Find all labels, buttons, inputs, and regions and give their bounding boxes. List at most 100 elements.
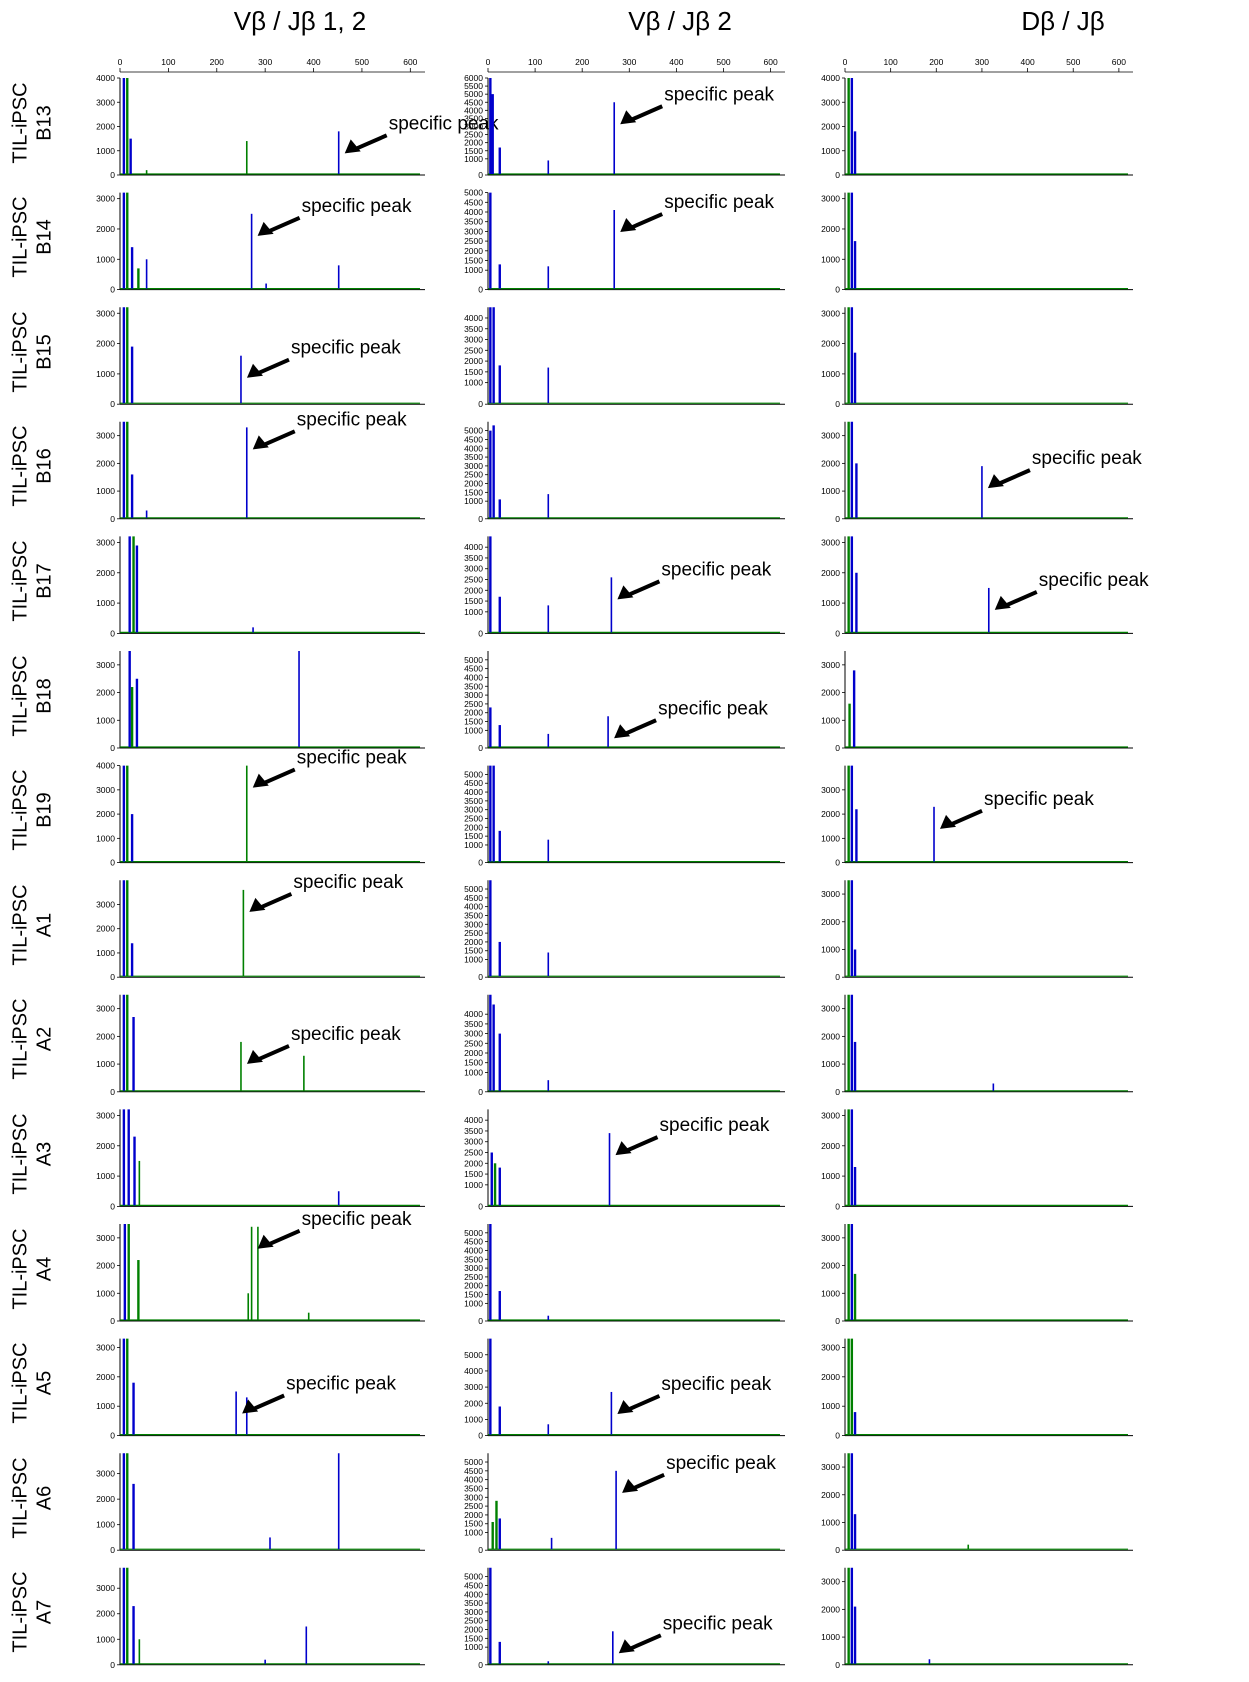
panel-11-3-ytick-label-0: 0: [835, 1316, 840, 1326]
panel-7-2-ytick-label-9: 5000: [464, 769, 483, 779]
panel-12-2-arrow-shaft: [627, 1396, 659, 1410]
panel-2-2-ytick-label-4: 2500: [464, 236, 483, 246]
row-label-line-1: TIL-iPSC: [9, 770, 33, 851]
panel-8-1-ytick-label-2: 2000: [96, 924, 115, 934]
panel-12-1-ytick-label-3: 3000: [96, 1342, 115, 1352]
row-label-text: TIL-iPSC B13: [9, 82, 57, 163]
row-label-line-1: TIL-iPSC: [9, 82, 33, 163]
panel-14-2-ytick-label-3: 2000: [464, 1625, 483, 1635]
panel-1-1-xtick-label-5: 500: [355, 57, 369, 67]
panel-2-2-ytick-label-5: 3000: [464, 226, 483, 236]
panel-5-1-ytick-label-3: 3000: [96, 537, 115, 547]
panel-2-1-ytick-label-2: 2000: [96, 224, 115, 234]
panel-10-2-ytick-label-3: 2000: [464, 1158, 483, 1168]
panel-14-1-ytick-label-3: 3000: [96, 1583, 115, 1593]
panel-9-2-ytick-label-4: 2500: [464, 1038, 483, 1048]
row-label-line-2: A5: [33, 1343, 57, 1424]
panel-5-3-ytick-label-1: 1000: [821, 598, 840, 608]
row-label-line-2: B16: [33, 426, 57, 507]
panel-10-1-ytick-label-3: 3000: [96, 1110, 115, 1120]
panel-8-2-ytick-label-3: 2000: [464, 937, 483, 947]
panel-11-2-ytick-label-4: 2500: [464, 1272, 483, 1282]
panel-11-2-ytick-label-8: 4500: [464, 1237, 483, 1247]
panel-3-2-ytick-label-5: 3000: [464, 335, 483, 345]
panel-14-2-ytick-label-1: 1000: [464, 1642, 483, 1652]
panel-4-2-ytick-label-0: 0: [478, 514, 483, 524]
panel-2-2-ytick-label-2: 1500: [464, 256, 483, 266]
panel-4-2-ytick-label-6: 3500: [464, 452, 483, 462]
panel-2-3-ytick-label-2: 2000: [821, 224, 840, 234]
panel-5-2-ytick-label-5: 3000: [464, 564, 483, 574]
row-label-line-1: TIL-iPSC: [9, 1343, 33, 1424]
panel-13-2-arrow-shaft: [632, 1475, 664, 1489]
panel-6-2-ytick-label-5: 3000: [464, 690, 483, 700]
panel-2-2-ytick-label-6: 3500: [464, 217, 483, 227]
row-label-text: TIL-iPSC B14: [9, 197, 57, 278]
panel-5-2-ytick-label-4: 2500: [464, 575, 483, 585]
row-label-line-2: B17: [33, 540, 57, 621]
panel-10-3-ytick-label-0: 0: [835, 1201, 840, 1211]
panel-11-2-ytick-label-3: 2000: [464, 1281, 483, 1291]
panel-6-3-ytick-label-0: 0: [835, 743, 840, 753]
panel-7-2-ytick-label-2: 1500: [464, 831, 483, 841]
panel-2-2-ytick-label-3: 2000: [464, 246, 483, 256]
panel-11-2-ytick-label-0: 0: [478, 1316, 483, 1326]
panel-7-3-ytick-label-2: 2000: [821, 809, 840, 819]
panel-2-1-specific-peak-label: specific peak: [302, 196, 412, 217]
panel-1-2-xtick-label-6: 600: [763, 57, 777, 67]
panel-6-2-ytick-label-0: 0: [478, 743, 483, 753]
panel-10-2-ytick-label-2: 1500: [464, 1169, 483, 1179]
panel-14-3-ytick-label-1: 1000: [821, 1632, 840, 1642]
panel-4-3-ytick-label-0: 0: [835, 514, 840, 524]
panel-9-1-ytick-label-2: 2000: [96, 1031, 115, 1041]
panel-11-2-ytick-label-9: 5000: [464, 1228, 483, 1238]
panel-14-1-ytick-label-0: 0: [110, 1660, 115, 1670]
panel-1-1-xtick-label-2: 200: [210, 57, 224, 67]
panel-14-3-ytick-label-2: 2000: [821, 1604, 840, 1614]
panel-14-2-ytick-label-6: 3500: [464, 1598, 483, 1608]
panel-5-2-arrow-shaft: [627, 581, 659, 595]
panel-1-3-ytick-label-3: 3000: [821, 97, 840, 107]
panel-4-2-ytick-label-1: 1000: [464, 496, 483, 506]
row-label-line-1: TIL-iPSC: [9, 1457, 33, 1538]
panel-7-2-ytick-label-5: 3000: [464, 805, 483, 815]
panel-4-1-ytick-label-1: 1000: [96, 486, 115, 496]
panel-13-3-ytick-label-3: 3000: [821, 1462, 840, 1472]
panel-14-3-ytick-label-0: 0: [835, 1660, 840, 1670]
panel-5-3-ytick-label-0: 0: [835, 628, 840, 638]
panel-6-2-ytick-label-8: 4500: [464, 664, 483, 674]
row-label-line-2: B13: [33, 82, 57, 163]
panel-12-2-specific-peak-label: specific peak: [661, 1374, 771, 1395]
row-label-line-2: A3: [33, 1113, 57, 1194]
panel-10-2-arrow-shaft: [626, 1137, 658, 1151]
panel-1-3-ytick-label-4: 4000: [821, 73, 840, 83]
panel-1-3-ytick-label-0: 0: [835, 170, 840, 180]
panel-7-3-ytick-label-3: 3000: [821, 785, 840, 795]
panel-6-2-ytick-label-9: 5000: [464, 655, 483, 665]
panel-8-3-ytick-label-0: 0: [835, 972, 840, 982]
panel-13-1-ytick-label-2: 2000: [96, 1494, 115, 1504]
panel-9-1-specific-peak-label: specific peak: [291, 1024, 401, 1045]
panel-12-2-ytick-label-4: 4000: [464, 1366, 483, 1376]
panel-1-1-ytick-label-1: 1000: [96, 146, 115, 156]
panel-14-2-ytick-label-0: 0: [478, 1660, 483, 1670]
panel-7-1-ytick-label-3: 3000: [96, 785, 115, 795]
panel-3-2-ytick-label-2: 1500: [464, 367, 483, 377]
panel-12-2-ytick-label-2: 2000: [464, 1398, 483, 1408]
panel-3-1-ytick-label-0: 0: [110, 399, 115, 409]
panel-13-2-ytick-label-7: 4000: [464, 1475, 483, 1485]
panel-10-2-specific-peak-label: specific peak: [660, 1115, 770, 1136]
panel-1-1-arrow-shaft: [355, 135, 387, 149]
panel-13-2-ytick-label-9: 5000: [464, 1457, 483, 1467]
panel-5-1-ytick-label-1: 1000: [96, 598, 115, 608]
panel-4-3-specific-peak-label: specific peak: [1032, 448, 1142, 469]
panel-5-2-ytick-label-1: 1000: [464, 607, 483, 617]
panel-1-1-ytick-label-2: 2000: [96, 122, 115, 132]
panel-7-3-ytick-label-1: 1000: [821, 833, 840, 843]
panel-6-2-ytick-label-4: 2500: [464, 699, 483, 709]
panel-2-2-ytick-label-0: 0: [478, 285, 483, 295]
panel-1-1-xtick-label-1: 100: [161, 57, 175, 67]
panel-1-2-ytick-label-0: 0: [478, 170, 483, 180]
panel-2-1-ytick-label-1: 1000: [96, 254, 115, 264]
panel-10-3-ytick-label-1: 1000: [821, 1171, 840, 1181]
